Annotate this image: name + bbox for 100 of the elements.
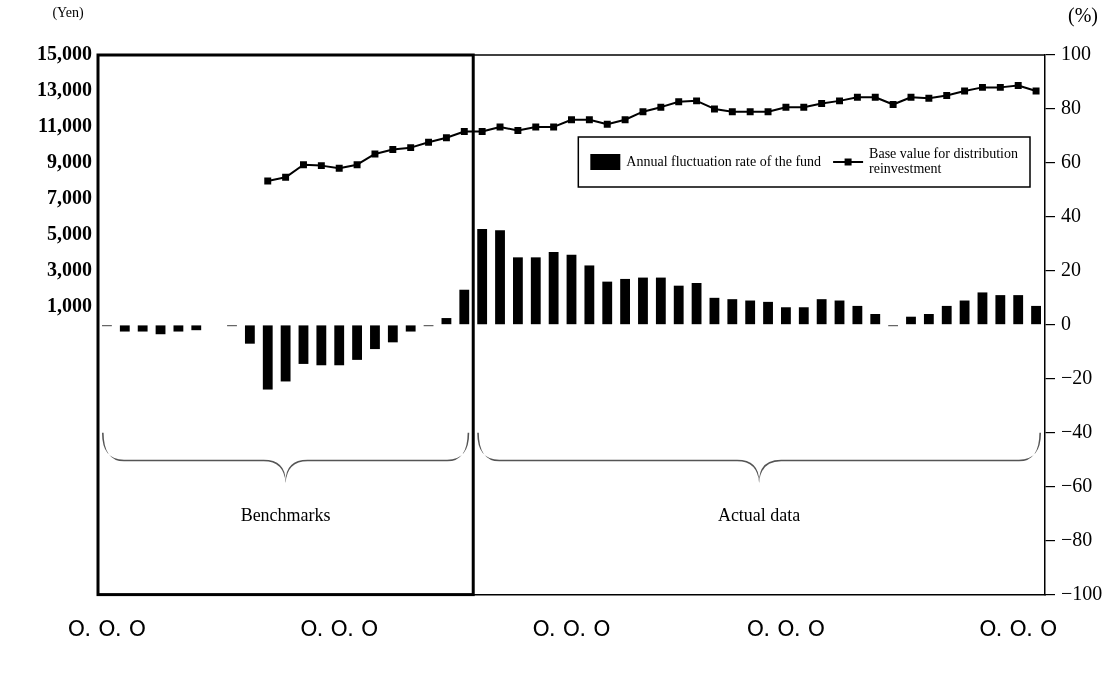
point [460,127,468,135]
point [300,161,307,169]
point [389,145,397,153]
y2-tick-label: 80 [1061,96,1081,119]
point [282,173,290,181]
point [657,103,665,111]
bar [137,325,148,332]
bar [1013,295,1024,325]
legend-label: Annual fluctuation rate of the fund [626,153,822,169]
bar [638,277,648,325]
point [317,162,325,170]
point [693,97,701,105]
y2-tick-label: 100 [1061,42,1091,65]
point [782,103,790,111]
bar [566,254,577,325]
bar [995,295,1006,325]
point [746,108,754,116]
bar [781,307,791,325]
y-tick-label: 11,000 [38,114,92,137]
bar [977,292,988,325]
point [264,177,272,185]
legend-label: Base value for distribution reinvestment [869,146,1019,177]
point [818,100,826,108]
annotation: Benchmarks [240,505,331,526]
point [925,94,933,102]
y-tick-label: 9,000 [47,150,92,173]
bar [816,299,827,325]
point [675,98,683,106]
point [1032,87,1040,95]
y-tick-label: 7,000 [47,186,92,209]
y2-tick-label: −60 [1061,473,1093,496]
bar [709,297,720,325]
bar [1031,305,1041,325]
y-tick-label: 13,000 [37,78,92,101]
bar [512,257,523,325]
point [907,93,915,101]
point [639,108,647,116]
bar [798,307,809,325]
y2-tick-label: −100 [1061,581,1103,604]
bar [495,230,505,325]
bar [548,251,559,325]
point [728,108,736,116]
bar [584,265,595,325]
bar [906,316,916,325]
bar [405,325,416,332]
point [532,123,540,131]
bar [691,282,702,325]
bar [459,289,470,325]
bar [155,325,166,335]
point [478,127,486,135]
bar [191,325,202,331]
bar [745,300,756,325]
bar [262,325,273,390]
bar [620,278,631,325]
x-tick-label: O. O. O [979,615,1058,641]
x-tick-label: O. O. O [746,615,825,641]
point [621,116,629,124]
y-tick-label: 15,000 [37,42,92,65]
point [496,123,504,131]
point [568,116,575,124]
y2-tick-label: 0 [1061,312,1071,335]
point [978,83,986,91]
bar [870,314,881,325]
bar [370,325,380,350]
point [585,116,593,124]
y-tick-label: 1,000 [47,293,92,316]
y2-axis-title: (%) [1068,4,1098,28]
y2-tick-label: −80 [1061,527,1093,550]
point [407,144,415,152]
point [710,105,718,113]
point [800,103,808,111]
point [889,100,897,108]
bar [244,325,255,344]
y2-tick-label: 40 [1061,204,1081,227]
point [961,87,969,95]
bar [173,325,184,332]
y-tick-label: 5,000 [47,222,92,245]
y-axis-title: (Yen) [52,4,84,21]
bar [959,300,970,325]
y2-tick-label: 60 [1061,150,1081,173]
bar [673,285,684,325]
point [514,127,522,135]
bar [352,325,362,360]
point [1014,82,1022,90]
bar [602,281,613,325]
bar [298,325,309,364]
point [353,161,361,169]
bar [655,277,666,325]
point [764,108,772,116]
bar [387,325,398,343]
bar [441,318,452,325]
bar [763,301,773,325]
x-tick-label: O. O. O [67,615,146,641]
y2-tick-label: −20 [1061,366,1093,389]
bar [280,325,291,382]
bar [923,314,934,325]
bar [477,229,488,325]
point [836,97,843,105]
bar [334,325,345,366]
point [371,150,379,158]
